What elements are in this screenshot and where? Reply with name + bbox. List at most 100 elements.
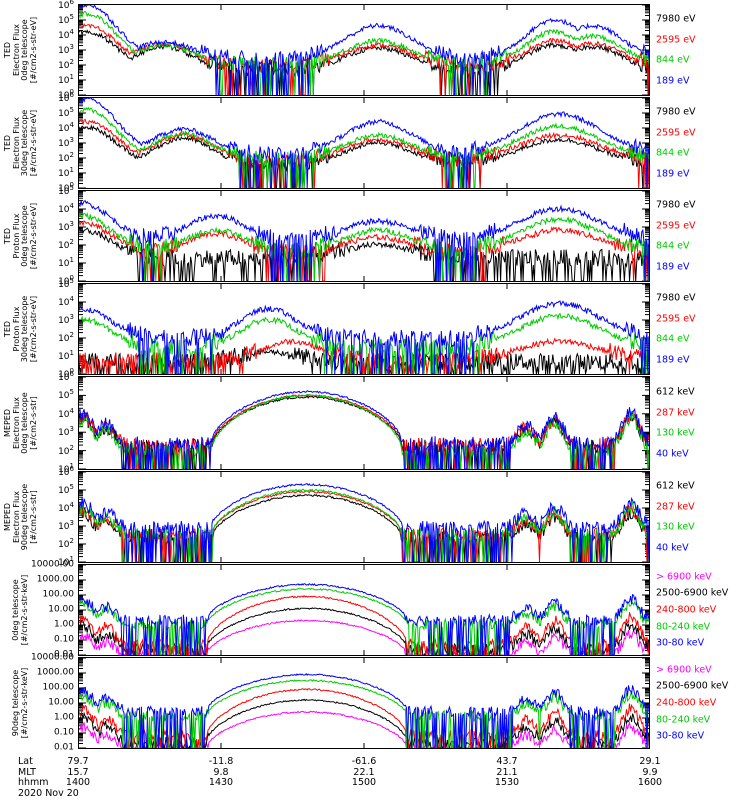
series-30-80-kev bbox=[79, 672, 649, 748]
y-tick-label: 101 bbox=[58, 555, 74, 568]
y-tick-label: 105 bbox=[58, 277, 74, 290]
legend-entry: 844 eV bbox=[656, 54, 690, 66]
y-tick-label: 104 bbox=[58, 28, 74, 41]
x-axis-tick-column: -11.8 9.8 1430 bbox=[181, 756, 261, 789]
legend-entry: 844 eV bbox=[656, 333, 690, 345]
plot-panel-ted-electron-0deg bbox=[78, 4, 650, 96]
plot-panel-meped-proton-0deg bbox=[78, 564, 650, 656]
y-tick-label: 104 bbox=[58, 406, 74, 420]
y-tick-label: 105 bbox=[58, 13, 74, 26]
legend-entry: 7980 eV bbox=[656, 106, 696, 118]
series-7980-ev bbox=[79, 227, 649, 281]
y-tick-label: 101 bbox=[58, 462, 74, 475]
y-tick-label: 106 bbox=[58, 465, 74, 478]
y-tick-label: 0.01 bbox=[53, 649, 74, 660]
x-axis-row-name: MLT bbox=[18, 766, 36, 778]
panel-plot-area-meped-proton-0deg bbox=[79, 565, 649, 655]
y-tick-labels-ted-proton-30deg: 105 104 103 102 101 100 bbox=[40, 278, 74, 380]
y-tick-label: 103 bbox=[58, 313, 74, 326]
y-tick-labels-ted-proton-0deg: 105 104 103 102 101 100 bbox=[40, 185, 74, 287]
series-189-ev bbox=[79, 5, 649, 95]
legend-entry: 130 keV bbox=[656, 427, 695, 439]
legend-entry: 130 keV bbox=[656, 521, 695, 533]
y-tick-label: 105 bbox=[58, 483, 74, 496]
legend-entry: 40 keV bbox=[656, 448, 689, 460]
y-tick-label: 102 bbox=[58, 443, 74, 457]
x-axis-row-names: Lat MLT hhmm bbox=[18, 756, 49, 789]
y-axis-title-line: [#/cm2-s-str-eV] bbox=[28, 295, 38, 363]
series--6900-kev bbox=[79, 710, 649, 748]
legend-entry: 189 eV bbox=[656, 167, 690, 179]
plot-panel-ted-electron-30deg bbox=[78, 97, 650, 189]
series-40-kev bbox=[79, 483, 649, 562]
legend-entry: 2595 eV bbox=[656, 313, 696, 325]
y-tick-label: 103 bbox=[58, 425, 74, 439]
y-tick-labels-meped-proton-0deg: 10000.00 1000.00 100.00 10.00 1.00 0.10 0.01 bbox=[8, 559, 74, 659]
y-tick-label: 10000.00 bbox=[31, 559, 74, 570]
series-287-kev bbox=[79, 490, 649, 562]
legend-entry: 2595 eV bbox=[656, 34, 696, 46]
x-axis-tick-column: -61.6 22.1 1500 bbox=[324, 756, 404, 789]
legend-entry: 7980 eV bbox=[656, 199, 696, 211]
series-2595-ev bbox=[79, 23, 649, 95]
plot-panel-meped-electron-90deg bbox=[78, 471, 650, 563]
x-axis-tick-column: 43.7 21.1 1530 bbox=[467, 756, 547, 789]
series-189-ev bbox=[79, 200, 649, 281]
legend-entry: 189 eV bbox=[656, 74, 690, 86]
y-tick-labels-meped-electron-0deg: 106 105 104 103 102 101 bbox=[40, 371, 74, 475]
plot-panel-meped-proton-90deg bbox=[78, 657, 650, 749]
y-tick-label: 103 bbox=[58, 136, 74, 149]
legend-entry: 2500-6900 keV bbox=[656, 680, 729, 692]
panel-plot-area-meped-proton-90deg bbox=[79, 658, 649, 748]
series-30-80-kev bbox=[79, 582, 649, 655]
legend-entry: 2500-6900 keV bbox=[656, 587, 729, 599]
y-axis-title-line: [#/cm2-s-str] bbox=[28, 490, 38, 544]
series-2595-ev bbox=[79, 337, 649, 374]
series-130-kev bbox=[79, 488, 649, 562]
y-tick-label: 105 bbox=[58, 106, 74, 119]
y-axis-title-line: [#/cm2-s-str-eV] bbox=[28, 109, 38, 177]
series-2500-6900-kev bbox=[79, 698, 649, 748]
y-tick-label: 100.00 bbox=[42, 682, 75, 693]
legend-entry: 30-80 keV bbox=[656, 637, 705, 649]
series-80-240-kev bbox=[79, 679, 649, 748]
y-tick-label: 103 bbox=[58, 519, 74, 532]
x-axis-tick-value: 1530 bbox=[494, 777, 520, 788]
legend-entry: 7980 eV bbox=[656, 292, 696, 304]
legend-entry: 80-240 keV bbox=[656, 620, 711, 632]
y-tick-label: 102 bbox=[58, 238, 74, 251]
y-tick-label: 100 bbox=[58, 274, 74, 287]
y-tick-label: 106 bbox=[58, 91, 74, 104]
plot-panel-ted-proton-0deg bbox=[78, 190, 650, 282]
y-tick-label: 0.10 bbox=[53, 634, 74, 645]
y-tick-label: 104 bbox=[58, 121, 74, 134]
series-612-kev bbox=[79, 493, 649, 562]
x-axis-tick-value: 1430 bbox=[208, 777, 234, 788]
y-tick-label: 1000.00 bbox=[36, 667, 74, 678]
x-axis-tick-value: -61.6 bbox=[351, 756, 377, 767]
y-axis-title-meped-electron-0deg: MEPED Electron Flux 0deg telescope [#/cm2-s… bbox=[3, 376, 38, 470]
y-axis-title-ted-electron-0deg: TED Electron Flux 0deg telescope [#/cm2-s-s… bbox=[3, 4, 38, 96]
series-844-ev bbox=[79, 106, 649, 188]
y-axis-title-ted-proton-0deg: TED Proton Flux 0deg telescope [#/cm2-s-str… bbox=[3, 190, 38, 282]
y-axis-title-line: [#/cm2-s-str-eV] bbox=[28, 16, 38, 84]
y-tick-label: 106 bbox=[58, 0, 74, 11]
legend-entry: 2595 eV bbox=[656, 127, 696, 139]
y-tick-label: 100 bbox=[58, 367, 74, 380]
series-844-ev bbox=[79, 10, 649, 95]
y-tick-labels-meped-proton-90deg: 10000.00 1000.00 100.00 10.00 1.00 0.10 0.01 bbox=[8, 653, 75, 752]
x-axis-tick-value: 9.9 bbox=[642, 766, 658, 778]
y-tick-label: 104 bbox=[58, 202, 74, 215]
series-2595-ev bbox=[79, 219, 649, 281]
y-tick-label: 101 bbox=[58, 166, 74, 179]
panel-plot-area-meped-electron-90deg bbox=[79, 472, 649, 562]
y-tick-label: 102 bbox=[58, 331, 74, 344]
series-844-ev bbox=[79, 212, 649, 281]
legend-entry: 844 eV bbox=[656, 240, 690, 252]
y-tick-label: 102 bbox=[58, 537, 74, 550]
legend-entry: 2595 eV bbox=[656, 220, 696, 232]
y-tick-label: 0.10 bbox=[53, 727, 74, 738]
legend-entry: 612 keV bbox=[656, 480, 695, 492]
x-axis-tick-value: 22.1 bbox=[353, 766, 375, 778]
